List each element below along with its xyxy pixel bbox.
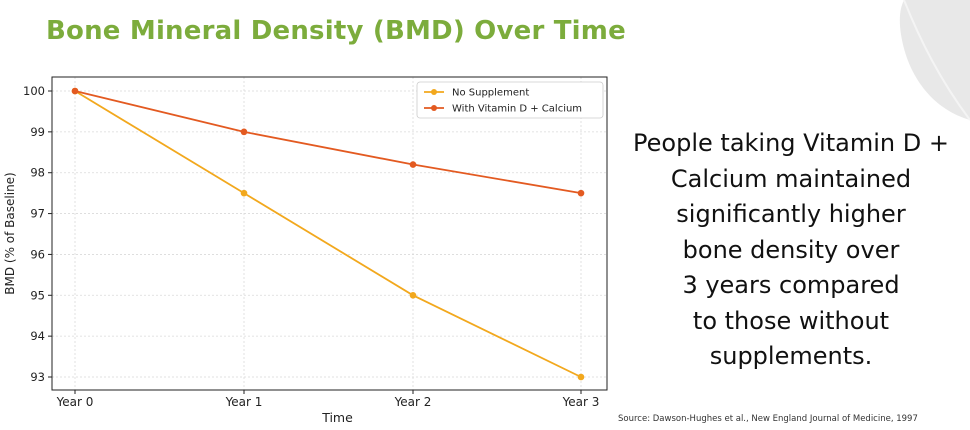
message-line: People taking Vitamin D + bbox=[633, 129, 949, 157]
data-point bbox=[409, 291, 417, 299]
x-tick-label: Year 2 bbox=[394, 395, 432, 409]
x-tick-label: Year 3 bbox=[562, 395, 600, 409]
x-tick-label: Year 0 bbox=[56, 395, 94, 409]
message-line: 3 years compared bbox=[682, 271, 900, 299]
key-message: People taking Vitamin D + Calcium maintai… bbox=[612, 126, 970, 375]
y-tick-label: 96 bbox=[30, 247, 45, 261]
series-line-no-supplement bbox=[74, 90, 582, 378]
data-point bbox=[577, 373, 585, 381]
y-tick-label: 95 bbox=[30, 288, 45, 302]
x-tick-label: Year 1 bbox=[225, 395, 263, 409]
y-tick-label: 100 bbox=[23, 84, 45, 98]
data-point bbox=[577, 189, 585, 197]
y-tick-label: 99 bbox=[30, 125, 45, 139]
legend-swatch-marker bbox=[431, 89, 437, 95]
bmd-line-chart: 93 94 95 96 97 98 99 100 Year 0 Year 1 Year 2 Year … bbox=[3, 76, 608, 425]
legend-box bbox=[416, 81, 604, 119]
data-point bbox=[71, 87, 79, 95]
legend-label: With Vitamin D + Calcium bbox=[452, 104, 582, 115]
leaf-decoration bbox=[899, 0, 970, 121]
data-point bbox=[409, 161, 417, 168]
legend-label: No Supplement bbox=[452, 88, 529, 99]
chart-title: Bone Mineral Density (BMD) Over Time bbox=[46, 16, 626, 46]
data-point bbox=[240, 189, 248, 197]
message-line: to those without bbox=[692, 306, 890, 335]
x-axis-label: Time bbox=[321, 410, 353, 425]
message-line: supplements. bbox=[709, 342, 873, 370]
series-line-vitamin-d-calcium bbox=[74, 90, 582, 195]
data-point bbox=[240, 128, 248, 136]
y-tick-label: 93 bbox=[30, 370, 45, 384]
y-tick-label: 94 bbox=[30, 329, 45, 343]
message-line: significantly higher bbox=[676, 200, 906, 228]
legend-swatch-marker bbox=[431, 105, 437, 111]
y-tick-label: 97 bbox=[30, 207, 45, 221]
y-axis-label: BMD (% of Baseline) bbox=[3, 172, 17, 294]
source-citation: Source: Dawson-Hughes et al., New Englan… bbox=[618, 414, 918, 424]
message-line: bone density over bbox=[682, 235, 900, 264]
y-tick-label: 98 bbox=[30, 166, 45, 180]
plot-frame bbox=[51, 76, 608, 391]
message-line: Calcium maintained bbox=[670, 164, 912, 193]
